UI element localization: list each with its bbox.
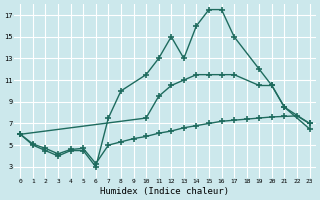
X-axis label: Humidex (Indice chaleur): Humidex (Indice chaleur) xyxy=(100,187,229,196)
